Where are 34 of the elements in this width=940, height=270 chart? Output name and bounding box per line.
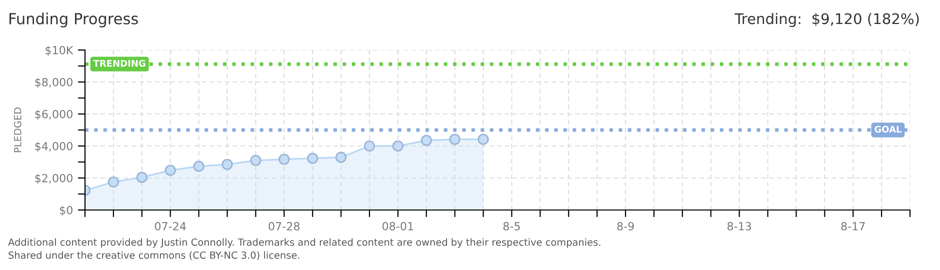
point [108,176,120,188]
point [392,140,404,152]
text: Trending: $9,120 (182%) [734,12,919,28]
y-tick-label: $8,000 [35,78,72,88]
text: Shared under the creative commons (CC BY-NC 3.0) license. [8,251,300,260]
x-tick-label: 8-5 [503,222,520,230]
point [164,164,176,176]
x-tick-label: 8-9 [617,222,634,230]
point [449,134,460,145]
point [193,160,204,172]
x-tick-label: 07-28 [268,222,300,230]
ref-line-label: GOAL [874,126,902,133]
x-tick-label: 8-17 [841,222,865,230]
chart-title: Funding Progress [10,12,138,28]
point [335,152,347,163]
ref-line-label: TRENDING [93,60,146,67]
point [420,134,432,146]
point [478,134,489,145]
y-axis-title: PLEDGED [14,108,22,152]
x-tick-label: 8-13 [727,222,752,230]
point [307,152,318,164]
point [250,154,262,166]
point [278,154,290,165]
x-tick-label: 07-24 [154,222,186,230]
y-tick-label: $2,000 [35,174,72,184]
y-tick-label: $6,000 [35,110,72,120]
point [222,158,233,170]
point [136,172,148,183]
y-tick-label: $0 [60,206,72,216]
x-tick-label: 08-01 [382,222,414,230]
y-tick-label: $10K [46,46,74,56]
text: Additional content provided by Justin Connolly. Trademarks and related content are owned by their respective companies. [8,238,600,248]
point [364,140,376,152]
y-tick-label: $4,000 [35,142,72,152]
